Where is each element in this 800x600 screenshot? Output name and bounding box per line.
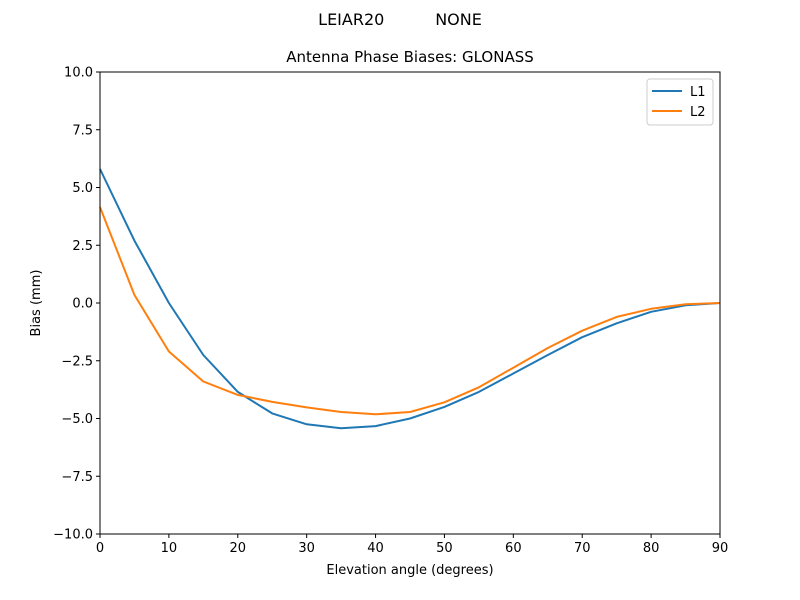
series-l1-line bbox=[99, 168, 721, 430]
chart-title: Antenna Phase Biases: GLONASS bbox=[286, 48, 534, 66]
x-axis-label: Elevation angle (degrees) bbox=[326, 563, 493, 578]
legend-l1-label: L1 bbox=[690, 85, 706, 100]
x-tick-label: 0 bbox=[96, 541, 104, 556]
radome-name: NONE bbox=[435, 10, 482, 29]
x-tick-label: 20 bbox=[230, 541, 247, 556]
y-tick-label: −10.0 bbox=[53, 528, 93, 543]
x-tick-label: 70 bbox=[574, 541, 591, 556]
series-layer bbox=[99, 168, 721, 430]
x-tick-label: 10 bbox=[161, 541, 178, 556]
figure-suptitle: LEIAR20 NONE bbox=[0, 10, 800, 29]
x-tick-label: 50 bbox=[436, 541, 453, 556]
y-tick-label: 2.5 bbox=[72, 239, 93, 254]
series-l2-line bbox=[99, 206, 721, 416]
x-tick-label: 90 bbox=[712, 541, 729, 556]
x-tick-label: 80 bbox=[643, 541, 660, 556]
y-axis-label: Bias (mm) bbox=[29, 270, 44, 337]
x-tick-label: 40 bbox=[367, 541, 384, 556]
x-axis: 0 10 20 30 40 50 60 70 80 90 bbox=[96, 534, 728, 556]
y-tick-label: 0.0 bbox=[72, 297, 93, 312]
legend-l2-label: L2 bbox=[690, 105, 706, 120]
antenna-name: LEIAR20 bbox=[318, 10, 385, 29]
x-tick-label: 60 bbox=[505, 541, 522, 556]
plot-frame bbox=[99, 71, 721, 535]
y-axis: 10.0 7.5 5.0 2.5 0.0 −2.5 −5.0 −7.5 −10.0 bbox=[53, 66, 100, 543]
y-tick-label: −2.5 bbox=[61, 354, 93, 369]
y-tick-label: −5.0 bbox=[61, 412, 93, 427]
y-tick-label: −7.5 bbox=[61, 470, 93, 485]
y-tick-label: 5.0 bbox=[72, 181, 93, 196]
x-tick-label: 30 bbox=[298, 541, 315, 556]
y-tick-label: 10.0 bbox=[64, 66, 93, 81]
legend: L1 L2 bbox=[646, 78, 714, 126]
y-tick-label: 7.5 bbox=[72, 123, 93, 138]
